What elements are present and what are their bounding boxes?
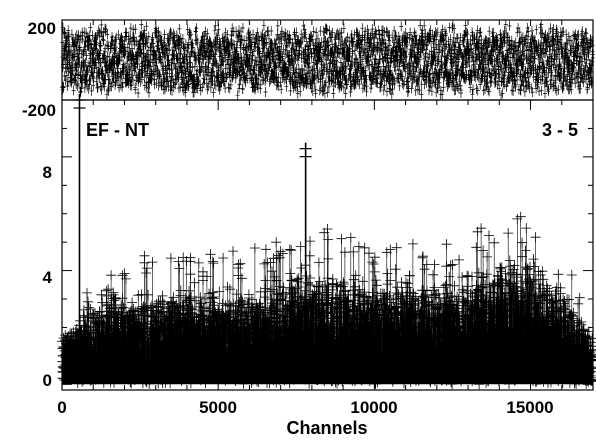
main-frame <box>61 99 594 391</box>
residuals-ticks <box>61 19 594 101</box>
main-ytick-label-4: 4 <box>43 268 53 287</box>
main-point-markers <box>57 211 596 390</box>
main-xtick-label-5000: 5000 <box>199 398 237 417</box>
annotation-right: 3 - 5 <box>542 120 578 140</box>
main-xtick-label-15000: 15000 <box>506 398 553 417</box>
main-ticks <box>61 99 594 390</box>
main-panel: 0 4 8 0 5000 10000 15000 Channels EF - N… <box>43 94 596 438</box>
annotation-right-bg <box>522 117 584 143</box>
main-ytick-label-0: 0 <box>43 371 52 390</box>
annotation-left: EF - NT <box>86 120 149 140</box>
annotation-left-bg <box>83 117 173 143</box>
residuals-panel: 200 -200 <box>22 19 595 120</box>
main-points <box>57 94 596 390</box>
main-ytick-label-8: 8 <box>43 163 52 182</box>
residuals-points <box>60 19 595 101</box>
residuals-ytick-label-top: 200 <box>28 19 56 38</box>
x-axis-title: Channels <box>286 418 367 438</box>
main-xtick-label-0: 0 <box>57 398 66 417</box>
residuals-ytick-label-bottom: -200 <box>22 101 56 120</box>
residuals-point-markers <box>60 19 595 101</box>
main-xtick-label-10000: 10000 <box>350 398 397 417</box>
